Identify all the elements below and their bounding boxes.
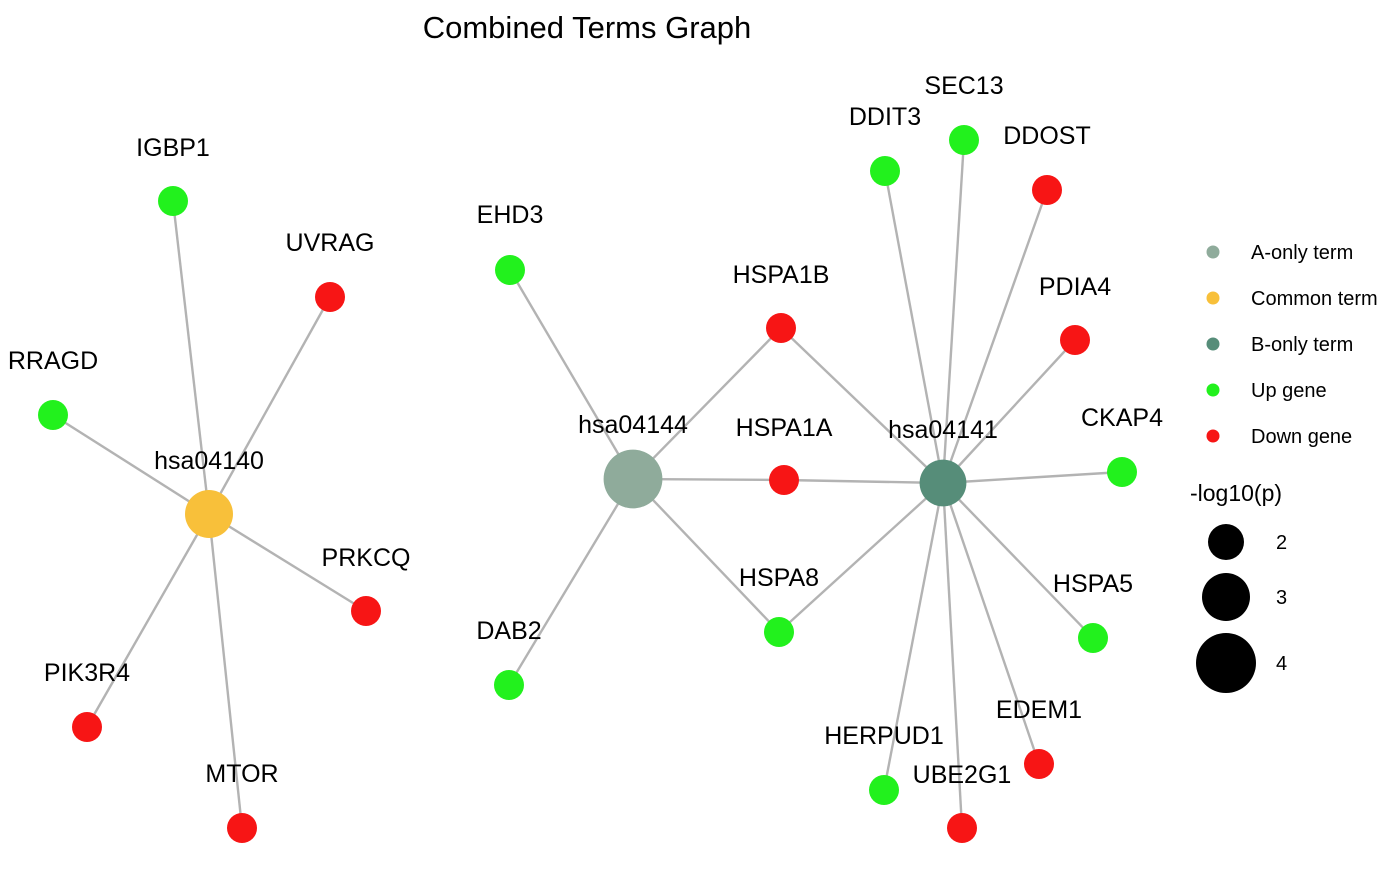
node-label-ddit3: DDIT3 [849, 103, 921, 131]
gene-node-sec13 [949, 125, 979, 155]
node-label-prkcq: PRKCQ [322, 544, 411, 572]
node-label-hsa04144: hsa04144 [578, 411, 688, 439]
gene-node-hspa5 [1078, 623, 1108, 653]
gene-node-ddit3 [870, 156, 900, 186]
gene-node-pdia4 [1060, 325, 1090, 355]
node-label-hspa8: HSPA8 [739, 564, 819, 592]
edge-hsa04141-herpud1 [882, 482, 945, 791]
edge-hsa04144-hspa1b [632, 327, 782, 480]
legend: A-only term Common term B-only term Up gene… [1190, 242, 1378, 693]
edge-hsa04141-sec13 [941, 139, 966, 484]
term-node-hsa04140 [185, 490, 233, 538]
legend-label-down-gene: Down gene [1251, 426, 1352, 448]
legend-size-label-2: 2 [1276, 532, 1287, 554]
edge-hsa04140-igbp1 [171, 200, 211, 515]
node-label-herpud1: HERPUD1 [824, 722, 943, 750]
gene-node-ube2g1 [947, 813, 977, 843]
gene-node-hspa1a [769, 465, 799, 495]
node-label-hsa04141: hsa04141 [888, 416, 998, 444]
legend-size-swatch-4 [1196, 633, 1256, 693]
gene-node-dab2 [494, 670, 524, 700]
chart-title: Combined Terms Graph [423, 10, 752, 45]
node-label-rragd: RRAGD [8, 347, 98, 375]
nodes-layer [38, 125, 1137, 843]
gene-node-ckap4 [1107, 457, 1137, 487]
legend-label-common-term: Common term [1251, 288, 1378, 310]
edge-hsa04141-hspa1b [780, 327, 944, 484]
edge-hsa04141-hspa1a [783, 478, 944, 485]
legend-size-swatch-2 [1208, 524, 1244, 560]
edge-hsa04141-ddit3 [883, 170, 945, 484]
edge-hsa04140-rragd [52, 413, 210, 516]
term-node-hsa04144 [603, 449, 663, 509]
legend-size-label-3: 3 [1276, 587, 1287, 609]
node-label-ddost: DDOST [1003, 122, 1091, 150]
gene-node-uvrag [315, 282, 345, 312]
gene-node-hspa1b [766, 313, 796, 343]
node-label-dab2: DAB2 [476, 617, 541, 645]
node-label-hspa1b: HSPA1B [733, 261, 830, 289]
edge-hsa04141-hspa8 [778, 482, 944, 633]
legend-swatch-a-only-term [1206, 245, 1220, 259]
node-label-hspa1a: HSPA1A [736, 414, 833, 442]
gene-node-mtor [227, 813, 257, 843]
node-label-hspa5: HSPA5 [1053, 570, 1133, 598]
legend-swatch-common-term [1206, 291, 1220, 305]
gene-node-igbp1 [158, 186, 188, 216]
node-label-ehd3: EHD3 [477, 201, 544, 229]
gene-node-hspa8 [764, 617, 794, 647]
node-label-pdia4: PDIA4 [1039, 273, 1111, 301]
gene-node-pik3r4 [72, 712, 102, 742]
node-label-edem1: EDEM1 [996, 696, 1082, 724]
legend-label-a-only-term: A-only term [1251, 242, 1353, 264]
node-label-hsa04140: hsa04140 [154, 447, 264, 475]
gene-node-prkcq [351, 596, 381, 626]
edge-hsa04140-uvrag [207, 296, 332, 515]
edge-hsa04141-hspa5 [942, 482, 1094, 639]
legend-swatch-down-gene [1206, 429, 1220, 443]
edge-hsa04140-prkcq [208, 512, 367, 613]
legend-size-label-4: 4 [1276, 653, 1287, 675]
term-node-hsa04141 [919, 459, 967, 507]
node-label-ckap4: CKAP4 [1081, 404, 1163, 432]
node-label-uvrag: UVRAG [286, 229, 375, 257]
node-label-ube2g1: UBE2G1 [913, 761, 1012, 789]
legend-size-title: -log10(p) [1190, 480, 1282, 506]
edge-hsa04140-mtor [207, 513, 244, 829]
edge-hsa04141-pdia4 [942, 339, 1076, 484]
gene-node-ddost [1032, 175, 1062, 205]
legend-swatch-up-gene [1206, 383, 1220, 397]
edge-hsa04141-ckap4 [942, 470, 1123, 485]
edge-hsa04144-hspa8 [632, 478, 780, 633]
node-label-sec13: SEC13 [924, 72, 1003, 100]
node-label-igbp1: IGBP1 [136, 134, 210, 162]
edge-hsa04144-dab2 [507, 478, 635, 686]
legend-label-b-only-term: B-only term [1251, 334, 1353, 356]
edge-hsa04141-edem1 [941, 482, 1041, 765]
legend-label-up-gene: Up gene [1251, 380, 1327, 402]
labels-layer: hsa04140 hsa04144 hsa04141 IGBP1 UVRAG RRAGD P… [8, 72, 1163, 789]
gene-node-herpud1 [869, 775, 899, 805]
legend-size-swatch-3 [1202, 573, 1250, 621]
edge-hsa04140-pik3r4 [85, 513, 211, 728]
edge-hsa04141-ddost [941, 189, 1049, 484]
edge-hsa04144-ehd3 [508, 269, 635, 480]
node-label-pik3r4: PIK3R4 [44, 659, 130, 687]
node-label-mtor: MTOR [205, 760, 278, 788]
edge-hsa04141-ube2g1 [941, 482, 964, 829]
gene-node-rragd [38, 400, 68, 430]
edges-layer [52, 139, 1123, 829]
gene-node-edem1 [1024, 749, 1054, 779]
legend-swatch-b-only-term [1206, 337, 1220, 351]
gene-node-ehd3 [495, 255, 525, 285]
